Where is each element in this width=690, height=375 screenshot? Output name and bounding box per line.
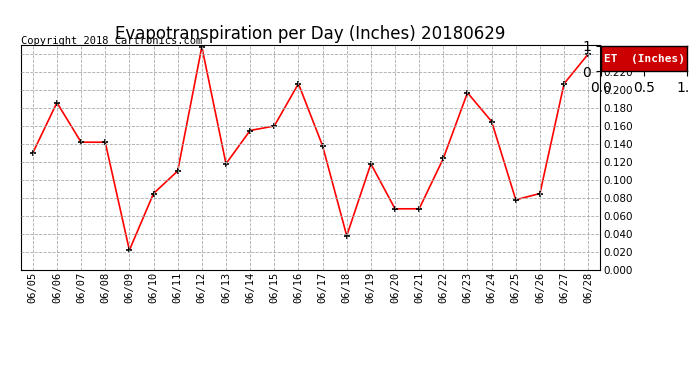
Text: Copyright 2018 Cartronics.com: Copyright 2018 Cartronics.com	[21, 36, 202, 46]
Text: ET  (Inches): ET (Inches)	[604, 54, 684, 63]
Title: Evapotranspiration per Day (Inches) 20180629: Evapotranspiration per Day (Inches) 2018…	[115, 26, 506, 44]
